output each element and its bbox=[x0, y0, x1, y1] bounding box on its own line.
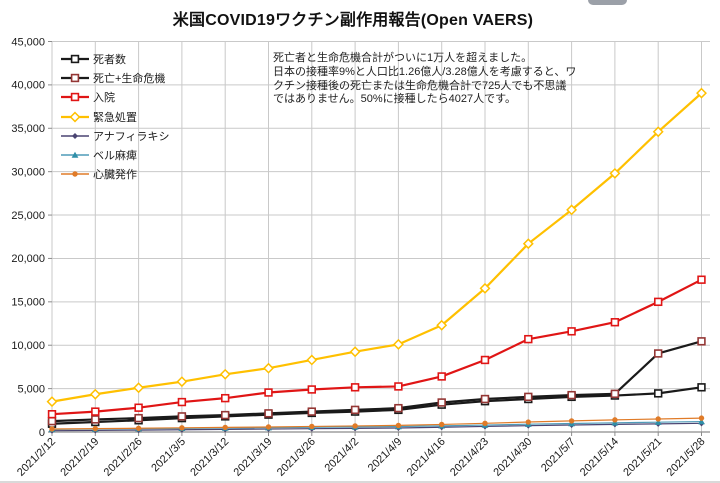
chart-title: 米国COVID19ワクチン副作用報告(Open VAERS) bbox=[172, 12, 534, 29]
y-tick-label: 35,000 bbox=[11, 123, 45, 135]
legend-item-emergency-treatment: 緊急処置 bbox=[60, 107, 170, 126]
legend-item-deaths: 死者数 bbox=[60, 49, 170, 68]
x-tick-label: 2021/4/2 bbox=[322, 436, 361, 475]
y-tick-label: 15,000 bbox=[11, 297, 45, 309]
legend-item-bells-palsy: ベル麻痺 bbox=[60, 145, 170, 164]
legend-swatch-heart-attack bbox=[61, 171, 89, 178]
x-axis-labels: 2021/2/12 2021/2/19 2021/2/26 2021/3/5 2021/… bbox=[15, 436, 708, 479]
legend-label-emergency-treatment: 緊急処置 bbox=[93, 111, 137, 124]
legend-label-deaths: 死者数 bbox=[93, 53, 126, 66]
x-tick-label: 2021/5/7 bbox=[539, 436, 578, 475]
x-tick-label: 2021/2/12 bbox=[15, 436, 58, 479]
legend-label-bells-palsy: ベル麻痺 bbox=[93, 150, 137, 163]
x-tick-label: 2021/2/26 bbox=[102, 436, 145, 479]
x-tick-label: 2021/3/26 bbox=[275, 436, 318, 479]
x-tick-label: 2021/4/9 bbox=[366, 436, 405, 475]
y-tick-label: 45,000 bbox=[11, 36, 45, 48]
annotation-line: 死亡者と生命危機合計がついに1万人を超えました。 bbox=[273, 52, 533, 64]
y-tick-label: 10,000 bbox=[11, 340, 45, 352]
series-heart-attack bbox=[49, 415, 705, 432]
legend-swatch-bells-palsy bbox=[61, 151, 89, 158]
y-tick-label: 40,000 bbox=[11, 80, 45, 92]
annotation-line: ではありません。50%に接種したら4027人です。 bbox=[273, 93, 517, 106]
page-bottom-edge bbox=[0, 481, 720, 483]
x-tick-label: 2021/3/5 bbox=[149, 436, 188, 475]
y-axis-labels: 0 5,000 10,000 15,000 20,000 25,000 30,000 35,0… bbox=[11, 36, 45, 439]
gridlines bbox=[51, 41, 710, 433]
y-tick-label: 0 bbox=[39, 427, 45, 439]
chart-annotation: 死亡者と生命危機合計がついに1万人を超えました。 日本の接種率9%と人口比1.2… bbox=[273, 52, 576, 107]
legend-item-anaphylaxis: アナフィラキシ bbox=[60, 126, 170, 145]
y-tick-label: 5,000 bbox=[17, 383, 45, 395]
legend-label-anaphylaxis: アナフィラキシ bbox=[93, 130, 170, 143]
y-tick-label: 20,000 bbox=[11, 253, 45, 265]
annotation-line: 日本の接種率9%と人口比1.26億人/3.28億人を考慮すると、ワ bbox=[273, 65, 577, 78]
legend-swatch-hospitalization bbox=[61, 93, 89, 102]
x-tick-label: 2021/5/21 bbox=[621, 436, 664, 479]
series-hospitalization bbox=[47, 275, 706, 419]
y-tick-label: 25,000 bbox=[11, 210, 45, 222]
legend-label-heart-attack: 心臓発作 bbox=[93, 169, 137, 182]
series-emergency-treatment bbox=[46, 87, 707, 408]
x-tick-label: 2021/4/23 bbox=[448, 436, 491, 479]
x-tick-label: 2021/5/14 bbox=[578, 436, 621, 479]
legend-item-hospitalization: 入院 bbox=[60, 88, 170, 107]
x-tick-label: 2021/2/19 bbox=[58, 436, 101, 479]
x-tick-label: 2021/3/12 bbox=[188, 436, 231, 479]
legend-swatch-deaths bbox=[61, 54, 89, 63]
x-tick-label: 2021/3/19 bbox=[232, 436, 275, 479]
chart-legend: 死者数死亡+生命危機 入院緊急処置アナフィラキシ ベル麻痺心臓発作 bbox=[60, 49, 170, 184]
x-tick-label: 2021/4/30 bbox=[491, 436, 534, 479]
legend-swatch-death-life-risk bbox=[61, 73, 89, 83]
legend-label-death-life-risk: 死亡+生命危機 bbox=[93, 72, 166, 85]
window-control-pill bbox=[588, 0, 627, 5]
legend-item-heart-attack: 心臓発作 bbox=[60, 165, 170, 184]
x-tick-label: 2021/4/16 bbox=[405, 436, 448, 479]
legend-label-hospitalization: 入院 bbox=[93, 92, 115, 105]
series-death-life-risk bbox=[47, 337, 706, 426]
y-tick-label: 30,000 bbox=[11, 166, 45, 178]
axes bbox=[48, 41, 710, 436]
legend-swatch-emergency-treatment bbox=[61, 111, 89, 122]
annotation-line: クチン接種後の死亡または生命危機合計で725人でも不思議 bbox=[273, 79, 567, 92]
x-tick-label: 2021/5/28 bbox=[665, 436, 708, 479]
legend-swatch-anaphylaxis bbox=[61, 132, 89, 139]
legend-item-death-life-risk: 死亡+生命危機 bbox=[60, 68, 170, 87]
